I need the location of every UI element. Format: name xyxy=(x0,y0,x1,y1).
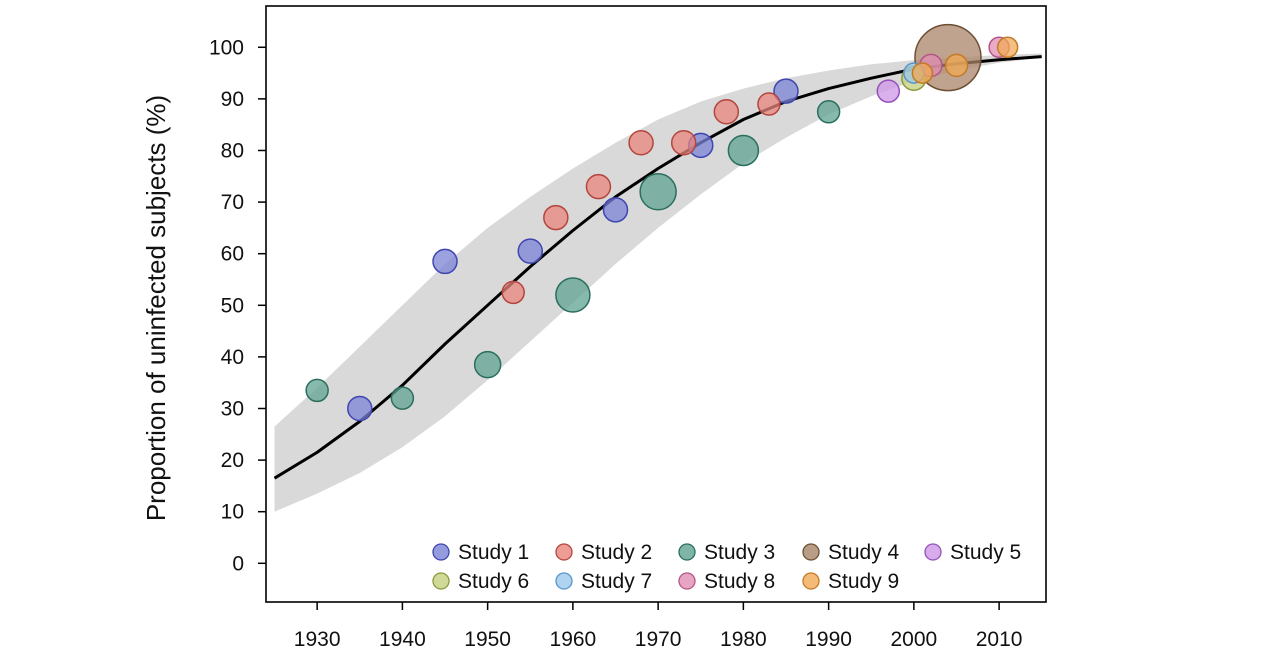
legend-marker-study-1 xyxy=(432,543,450,561)
y-tick-label: 80 xyxy=(221,139,244,162)
x-tick-label: 1950 xyxy=(464,628,511,651)
data-point-study-3 xyxy=(727,134,760,167)
data-point-study-2 xyxy=(757,92,781,116)
legend-marker-study-3 xyxy=(678,543,696,561)
data-point-study-3 xyxy=(390,386,415,410)
data-point-study-9 xyxy=(911,62,934,84)
legend-label-study-6: Study 6 xyxy=(458,570,529,593)
legend-marker-study-5 xyxy=(924,543,942,561)
x-tick-label: 2010 xyxy=(976,628,1023,651)
data-point-study-9 xyxy=(944,53,969,78)
x-tick-label: 2000 xyxy=(891,628,938,651)
data-point-study-5 xyxy=(876,79,901,103)
legend-marker-study-2 xyxy=(555,543,573,561)
data-point-study-3 xyxy=(816,100,841,124)
plot-frame xyxy=(265,5,1047,603)
data-point-study-1 xyxy=(432,248,458,275)
data-point-study-3 xyxy=(639,173,677,211)
data-point-study-2 xyxy=(543,204,569,231)
legend-label-study-4: Study 4 xyxy=(828,541,900,564)
legend-label-study-2: Study 2 xyxy=(581,541,652,564)
legend-label-study-9: Study 9 xyxy=(828,570,899,593)
axes-layer: 0 10 20 30 40 50 60 70 80 90 100 1930 1940 1950 1960 19… xyxy=(209,36,1023,651)
data-point-study-2 xyxy=(628,129,654,156)
legend-label-study-3: Study 3 xyxy=(704,541,775,564)
legend-marker-study-7 xyxy=(555,572,573,590)
data-point-study-3 xyxy=(473,350,502,379)
y-tick-label: 30 xyxy=(221,397,244,420)
x-tick-label: 1930 xyxy=(294,628,341,651)
data-point-study-1 xyxy=(602,197,629,223)
x-tick-label: 1940 xyxy=(379,628,426,651)
data-point-study-3 xyxy=(305,378,329,403)
y-tick-label: 90 xyxy=(221,88,244,111)
legend-label-study-8: Study 8 xyxy=(704,570,775,593)
data-points-layer xyxy=(305,23,1019,422)
data-point-study-1 xyxy=(773,78,799,104)
data-point-study-2 xyxy=(585,173,612,200)
y-tick-label: 50 xyxy=(221,294,244,317)
data-point-study-2 xyxy=(670,129,697,156)
data-point-study-2 xyxy=(713,99,740,125)
legend-label-study-1: Study 1 xyxy=(458,541,529,564)
y-tick-label: 40 xyxy=(221,346,244,369)
legend-marker-study-4 xyxy=(802,543,820,561)
y-tick-label: 10 xyxy=(221,501,244,524)
y-tick-label: 60 xyxy=(221,243,244,266)
x-tick-label: 1970 xyxy=(635,628,682,651)
x-tick-label: 1990 xyxy=(805,628,852,651)
y-tick-label: 70 xyxy=(221,191,244,214)
confidence-band-layer xyxy=(274,53,1042,512)
y-tick-label: 0 xyxy=(232,552,244,575)
y-tick-label: 100 xyxy=(209,36,244,59)
x-tick-label: 1960 xyxy=(550,628,597,651)
y-tick-label: 20 xyxy=(221,449,244,472)
legend-marker-study-9 xyxy=(802,572,820,590)
data-point-study-1 xyxy=(517,238,544,264)
legend-marker-study-8 xyxy=(678,572,696,590)
data-point-study-1 xyxy=(347,395,373,422)
legend-marker-study-6 xyxy=(432,572,450,590)
data-point-study-9 xyxy=(996,36,1019,59)
data-point-study-2 xyxy=(501,280,525,305)
legend-label-study-7: Study 7 xyxy=(581,570,652,593)
x-tick-label: 1980 xyxy=(720,628,767,651)
y-axis-title: Proportion of uninfected subjects (%) xyxy=(141,95,171,521)
legend: Study 1 Study 2 Study 3 Study 4 Study 5 Study… xyxy=(432,541,1021,593)
legend-label-study-5: Study 5 xyxy=(950,541,1021,564)
confidence-band xyxy=(274,53,1042,512)
data-point-study-3 xyxy=(555,277,591,313)
